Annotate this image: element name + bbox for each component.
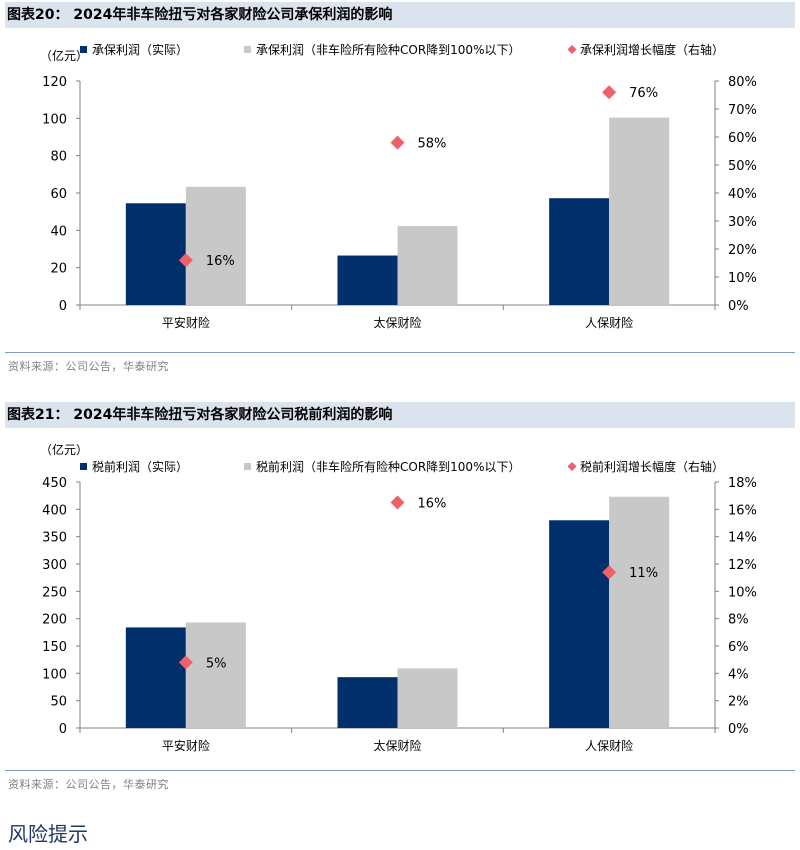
left-tick-label: 50 xyxy=(50,695,67,710)
left-tick-label: 20 xyxy=(50,262,67,277)
legend-swatch-3 xyxy=(567,45,577,54)
left-tick-label: 0 xyxy=(59,722,67,737)
right-tick-label: 10% xyxy=(728,585,757,600)
growth-label-1: 5% xyxy=(206,656,227,671)
x-tick-label: 太保财险 xyxy=(373,738,421,753)
bar-actual-1 xyxy=(125,203,186,305)
legend-swatch-3 xyxy=(567,462,577,471)
right-tick-label: 20% xyxy=(728,243,757,258)
bar-actual-3 xyxy=(549,520,610,728)
figure-20-source: 资料来源：公司公告，华泰研究 xyxy=(8,360,169,373)
right-tick-label: 18% xyxy=(728,476,757,491)
figure-21-title: 图表21： 2024年非车险扭亏对各家财险公司税前利润的影响 xyxy=(5,402,795,428)
figure-20-rule xyxy=(5,352,795,353)
legend-swatch-1 xyxy=(80,463,87,470)
right-tick-label: 14% xyxy=(728,531,757,546)
risk-warning-heading: 风险提示 xyxy=(8,822,88,846)
growth-marker-1 xyxy=(178,253,193,268)
growth-marker-3 xyxy=(602,85,617,100)
left-tick-label: 120 xyxy=(42,75,67,90)
bar-counterfactual-2 xyxy=(397,668,458,728)
left-tick-label: 40 xyxy=(50,224,67,239)
left-tick-label: 350 xyxy=(42,531,67,546)
right-tick-label: 2% xyxy=(728,695,749,710)
figure-21-rule xyxy=(5,770,795,771)
growth-label-3: 76% xyxy=(629,86,658,101)
legend-swatch-2 xyxy=(244,463,251,470)
right-tick-label: 8% xyxy=(728,613,749,628)
unit-label: （亿元） xyxy=(40,48,88,63)
bar-counterfactual-2 xyxy=(397,226,458,305)
legend-label-3: 承保利润增长幅度（右轴） xyxy=(580,42,724,57)
growth-marker-1 xyxy=(178,655,193,670)
left-tick-label: 150 xyxy=(42,640,67,655)
underwriting-profit-chart: （亿元） 承保利润（实际） 承保利润（非车险所有险种COR降到100%以下） 承保利润… xyxy=(40,42,757,330)
unit-label: （亿元） xyxy=(40,442,88,457)
legend-swatch-1 xyxy=(80,46,87,53)
right-tick-label: 60% xyxy=(728,131,757,146)
x-tick-label: 人保财险 xyxy=(585,738,633,753)
legend-label-3: 税前利润增长幅度（右轴） xyxy=(580,459,724,474)
left-tick-label: 300 xyxy=(42,558,67,573)
left-tick-label: 200 xyxy=(42,613,67,628)
bar-counterfactual-3 xyxy=(609,117,670,305)
bar-counterfactual-1 xyxy=(185,622,246,728)
right-tick-label: 16% xyxy=(728,503,757,518)
left-tick-label: 400 xyxy=(42,503,67,518)
legend-label-1: 税前利润（实际） xyxy=(92,459,188,474)
x-tick-label: 人保财险 xyxy=(585,315,633,330)
left-tick-label: 60 xyxy=(50,187,67,202)
left-tick-label: 100 xyxy=(42,667,67,682)
pretax-profit-chart: （亿元） 税前利润（实际） 税前利润（非车险所有险种COR降到100%以下） 税前利润… xyxy=(40,442,757,753)
x-tick-label: 平安财险 xyxy=(162,315,210,330)
right-tick-label: 10% xyxy=(728,271,757,286)
bar-actual-3 xyxy=(549,198,610,305)
right-tick-label: 80% xyxy=(728,75,757,90)
legend-label-2: 承保利润（非车险所有险种COR降到100%以下） xyxy=(256,42,520,57)
legend-label-1: 承保利润（实际） xyxy=(92,42,188,57)
left-tick-label: 450 xyxy=(42,476,67,491)
left-tick-label: 80 xyxy=(50,150,67,165)
x-tick-label: 平安财险 xyxy=(162,738,210,753)
growth-marker-2 xyxy=(390,135,405,150)
right-tick-label: 0% xyxy=(728,722,749,737)
growth-label-1: 16% xyxy=(206,254,235,269)
figure-21-source: 资料来源：公司公告，华泰研究 xyxy=(8,778,169,791)
legend-swatch-2 xyxy=(244,46,251,53)
right-tick-label: 70% xyxy=(728,103,757,118)
right-tick-label: 0% xyxy=(728,299,749,314)
left-tick-label: 250 xyxy=(42,585,67,600)
growth-label-2: 58% xyxy=(418,137,447,152)
left-tick-label: 100 xyxy=(42,112,67,127)
legend-label-2: 税前利润（非车险所有险种COR降到100%以下） xyxy=(256,459,520,474)
bar-actual-2 xyxy=(337,255,398,305)
right-tick-label: 50% xyxy=(728,159,757,174)
bar-actual-1 xyxy=(125,627,186,728)
growth-label-2: 16% xyxy=(418,497,447,512)
left-tick-label: 0 xyxy=(59,299,67,314)
bar-actual-2 xyxy=(337,677,398,728)
growth-marker-3 xyxy=(602,565,617,580)
bar-counterfactual-1 xyxy=(185,186,246,305)
growth-label-3: 11% xyxy=(629,566,658,581)
bar-counterfactual-3 xyxy=(609,496,670,728)
right-tick-label: 12% xyxy=(728,558,757,573)
right-tick-label: 40% xyxy=(728,187,757,202)
x-tick-label: 太保财险 xyxy=(373,315,421,330)
right-tick-label: 30% xyxy=(728,215,757,230)
growth-marker-2 xyxy=(390,495,405,510)
right-tick-label: 4% xyxy=(728,667,749,682)
figure-20-title: 图表20： 2024年非车险扭亏对各家财险公司承保利润的影响 xyxy=(5,2,795,28)
right-tick-label: 6% xyxy=(728,640,749,655)
